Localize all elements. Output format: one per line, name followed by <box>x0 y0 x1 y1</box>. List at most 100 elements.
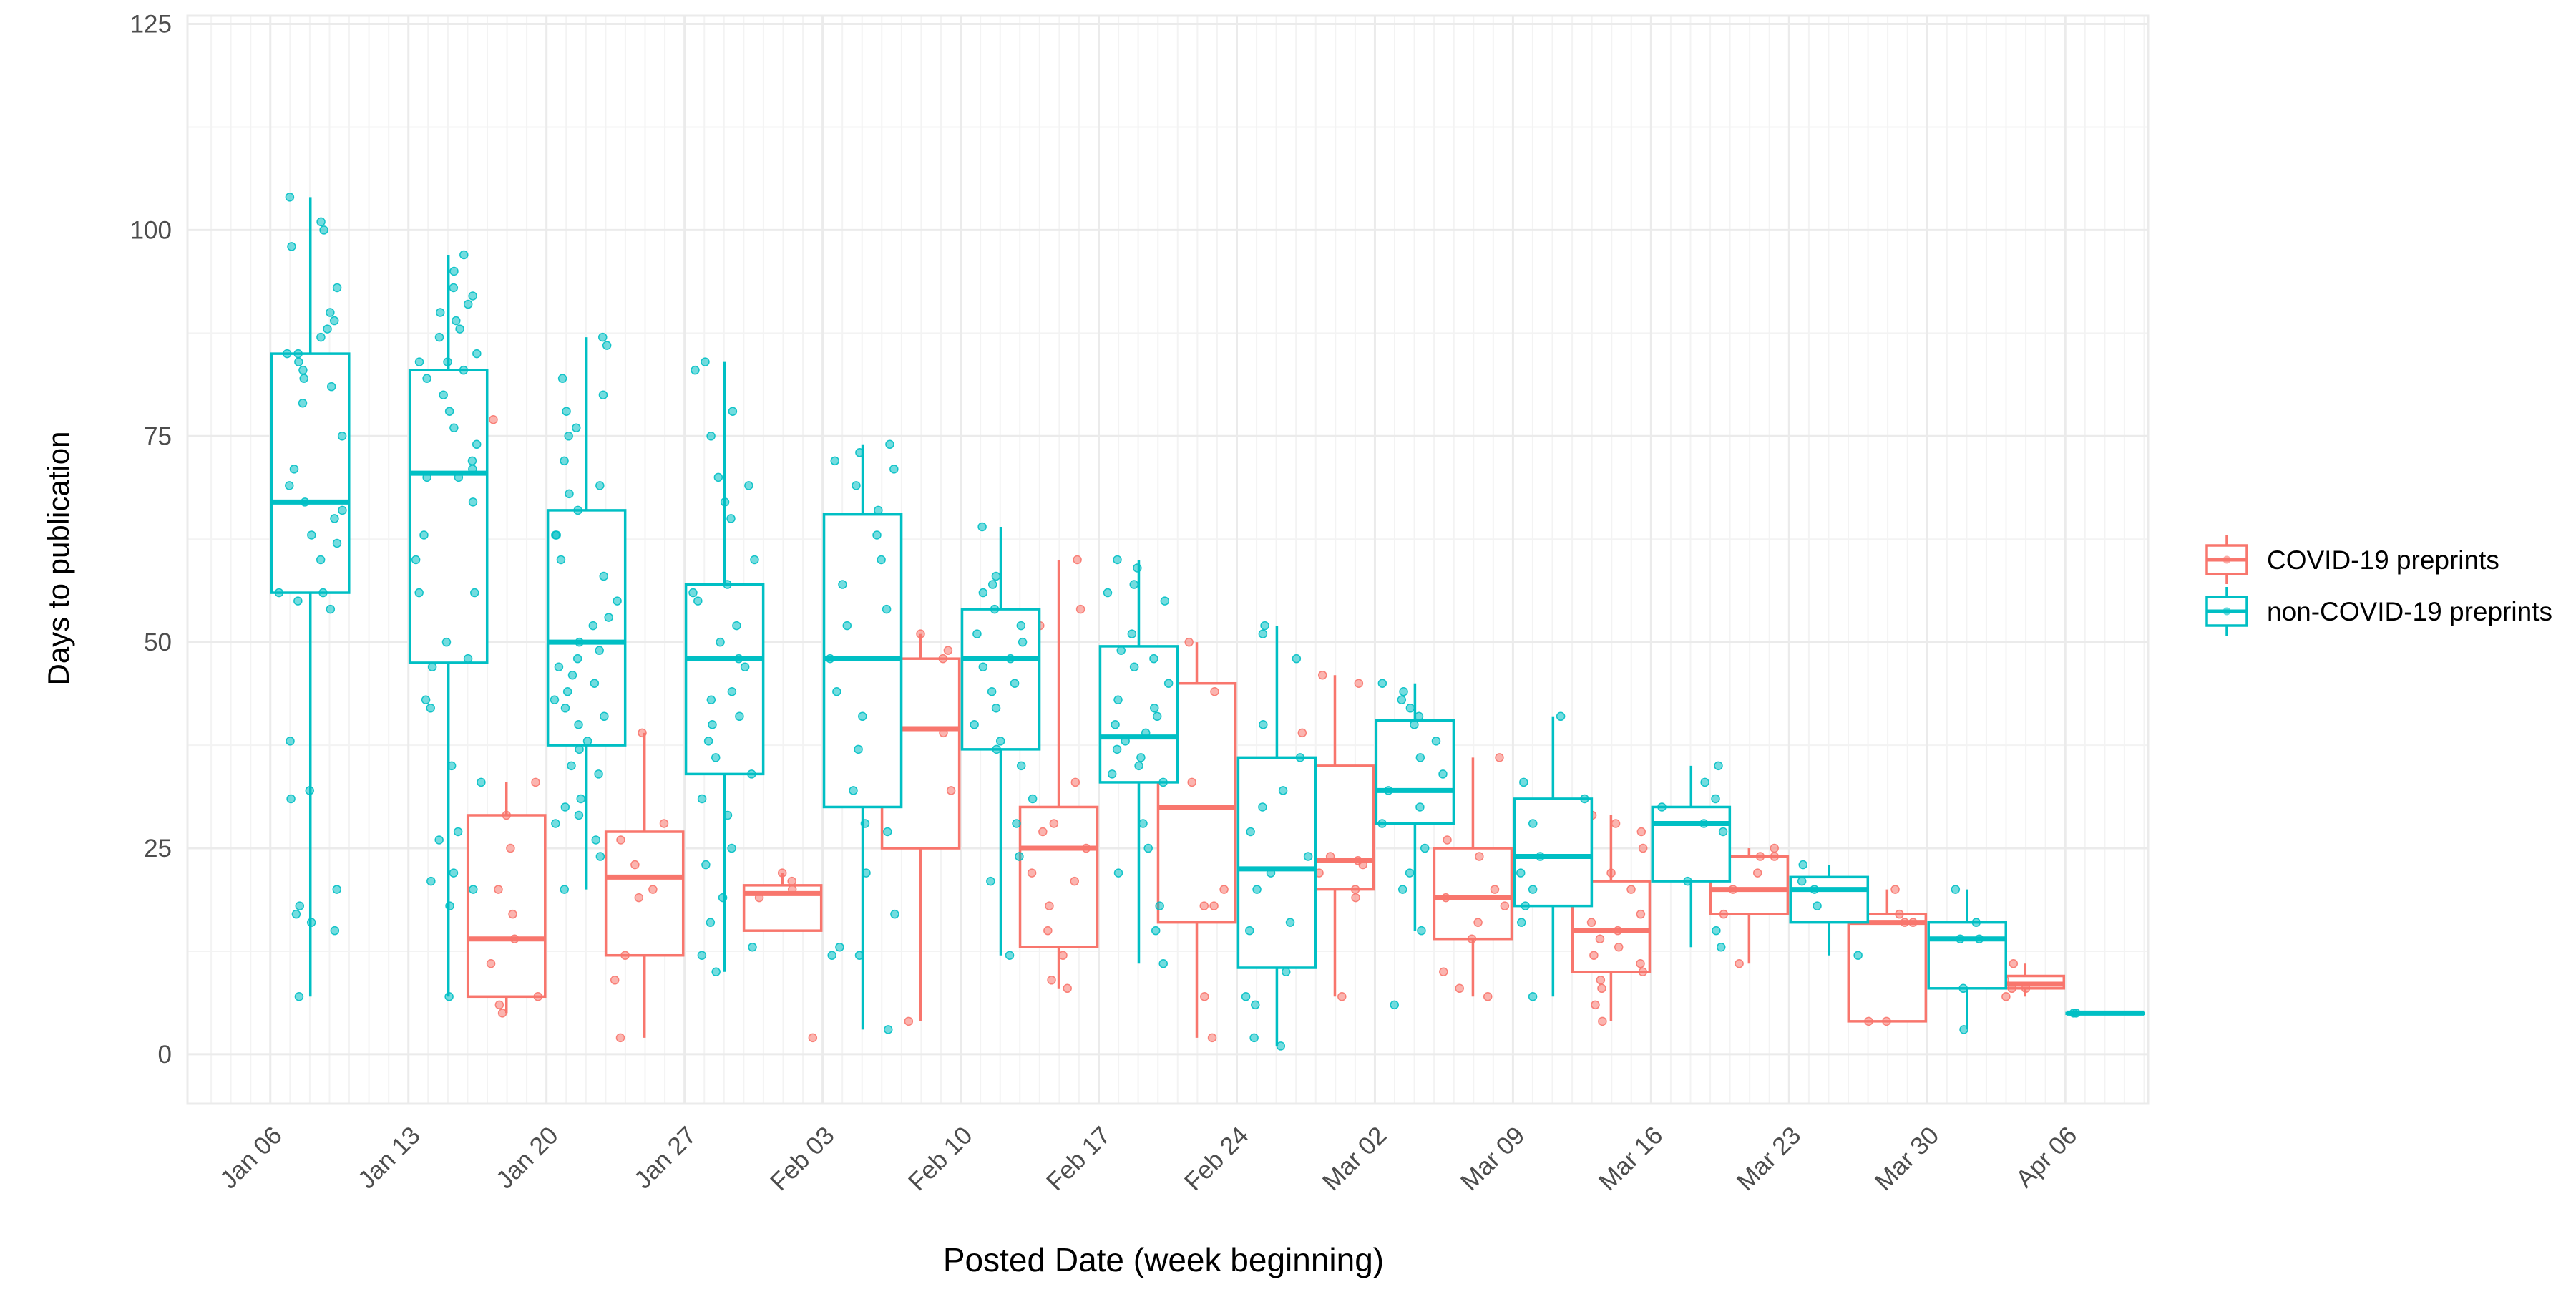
data-point <box>2001 992 2011 1001</box>
data-point <box>1012 819 1021 828</box>
data-point <box>716 637 725 647</box>
data-point <box>455 324 464 334</box>
data-point <box>427 662 437 671</box>
data-point <box>1683 876 1692 886</box>
data-point <box>1246 827 1255 837</box>
data-point <box>842 621 852 631</box>
data-point <box>291 909 301 919</box>
data-point <box>595 481 605 490</box>
data-point <box>720 497 730 507</box>
data-point <box>972 629 982 638</box>
data-point <box>978 588 988 598</box>
data-point <box>1519 777 1528 787</box>
data-point <box>1718 827 1728 837</box>
data-point <box>1150 704 1159 713</box>
data-point <box>576 794 585 804</box>
data-point <box>701 357 710 366</box>
data-point <box>468 497 478 507</box>
box-1-12 <box>1927 885 2008 1034</box>
data-point <box>1951 885 1961 894</box>
data-point <box>1636 909 1646 919</box>
data-point <box>872 530 882 540</box>
data-point <box>1297 728 1307 738</box>
data-point <box>594 769 603 779</box>
x-axis-title: Posted Date (week beginning) <box>943 1241 1384 1278</box>
box-1-2 <box>546 332 627 894</box>
data-point <box>422 472 431 482</box>
data-point <box>995 737 1005 746</box>
data-point <box>1890 885 1900 894</box>
data-point <box>1475 852 1484 861</box>
data-point <box>439 390 448 399</box>
data-point <box>1438 769 1448 779</box>
data-point <box>1956 934 1965 943</box>
data-point <box>777 868 787 878</box>
box-body <box>1789 875 1870 924</box>
data-point <box>1241 992 1251 1001</box>
data-point <box>1377 679 1387 688</box>
data-point <box>877 555 886 565</box>
data-point <box>332 538 342 548</box>
data-point <box>567 670 577 680</box>
data-point <box>1149 654 1158 664</box>
data-point <box>1129 662 1139 671</box>
data-point <box>285 481 294 490</box>
data-point <box>567 761 576 771</box>
data-point <box>556 555 566 565</box>
data-point <box>990 604 1000 614</box>
data-point <box>294 992 304 1001</box>
box-1-9 <box>1513 711 1594 1001</box>
data-point <box>732 621 741 631</box>
data-point <box>560 456 569 466</box>
data-point <box>1958 983 1968 994</box>
data-point <box>1528 885 1538 894</box>
data-point <box>703 737 713 746</box>
data-point <box>1103 588 1113 598</box>
boxplot-series <box>270 193 2145 1051</box>
data-point <box>855 448 864 457</box>
data-point <box>858 711 867 722</box>
data-point <box>634 893 644 903</box>
data-point <box>1184 637 1194 647</box>
data-point <box>1058 951 1068 960</box>
data-point <box>326 604 336 614</box>
data-point <box>426 876 436 886</box>
data-point <box>1611 819 1621 828</box>
box-0-2 <box>466 414 547 1018</box>
data-point <box>1116 646 1126 655</box>
box-body <box>1927 921 2008 990</box>
data-point <box>1797 876 1807 886</box>
data-point <box>648 885 658 894</box>
data-point <box>1798 860 1808 870</box>
data-point <box>1015 852 1024 861</box>
data-point <box>946 786 956 795</box>
data-point <box>1700 777 1709 787</box>
data-point <box>1038 827 1048 837</box>
data-point <box>706 432 716 441</box>
box-1-13 <box>2065 1009 2145 1018</box>
data-point <box>1556 711 1566 722</box>
data-point <box>1245 926 1254 936</box>
data-point <box>562 686 572 696</box>
data-point <box>1908 918 1918 927</box>
data-point <box>1027 868 1037 878</box>
data-point <box>1260 621 1269 631</box>
data-point <box>414 588 424 598</box>
data-point <box>1163 679 1174 688</box>
box-1-4 <box>822 439 903 1034</box>
data-point <box>1770 843 1779 853</box>
box-1-11 <box>1789 860 1870 960</box>
legend: COVID-19 preprints non-COVID-19 preprints <box>2205 535 2552 636</box>
data-point <box>604 613 613 622</box>
data-point <box>564 432 573 441</box>
data-point <box>1151 926 1161 936</box>
data-point <box>1210 686 1219 696</box>
data-point <box>1121 737 1130 746</box>
legend-item-1: non-COVID-19 preprints <box>2205 587 2552 636</box>
data-point <box>306 918 316 927</box>
box-1-10 <box>1651 761 1732 952</box>
box-body <box>1513 797 1594 908</box>
data-point <box>602 341 612 350</box>
data-point <box>329 316 339 326</box>
